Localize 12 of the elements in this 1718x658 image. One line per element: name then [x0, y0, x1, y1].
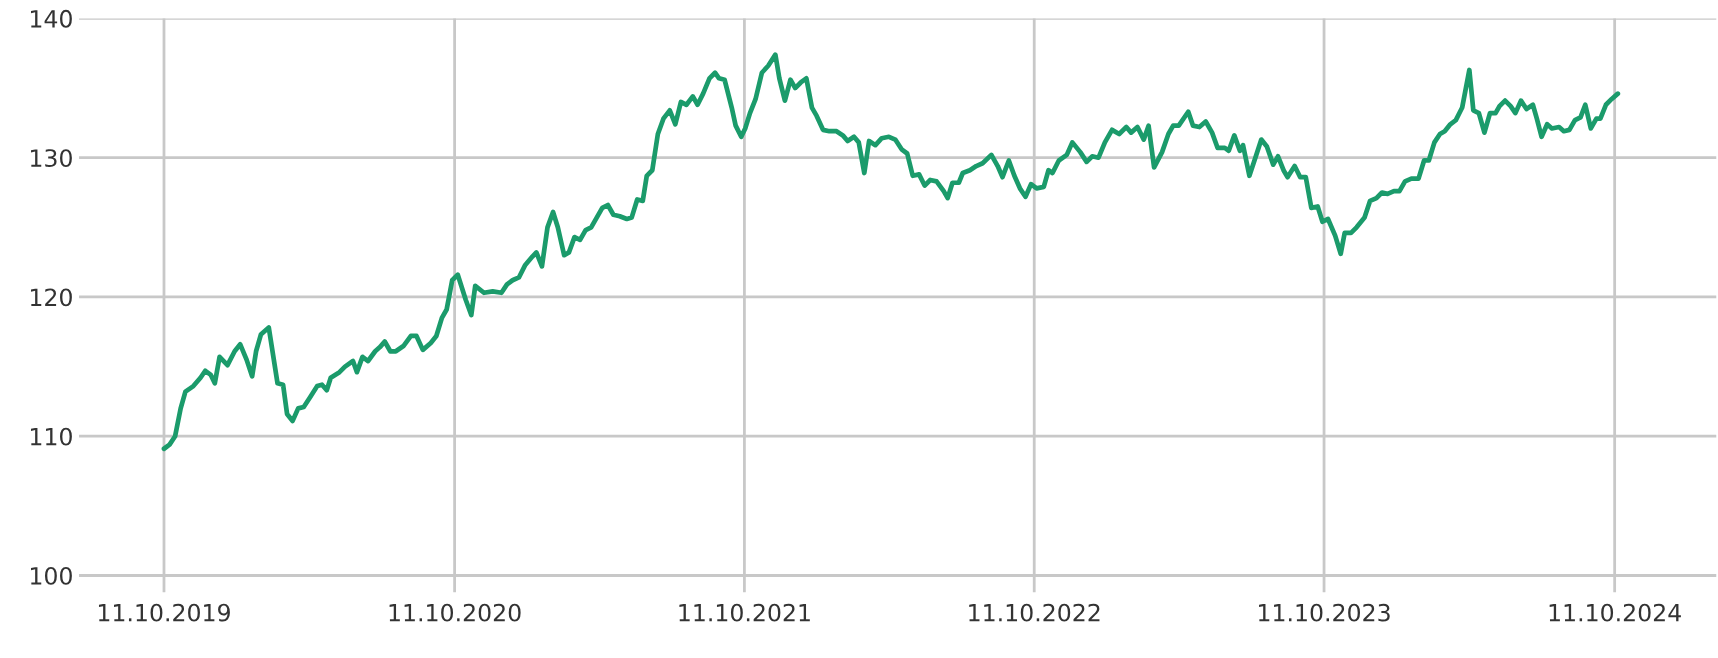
x-tick-label: 11.10.2023	[1259, 603, 1390, 622]
x-tick-label: 11.10.2024	[1549, 603, 1681, 622]
y-tick-label: 140	[31, 9, 72, 28]
x-tick-label: 11.10.2022	[969, 603, 1100, 622]
y-tick-label: 100	[31, 566, 72, 585]
x-tick-label: 11.10.2019	[98, 603, 230, 622]
line-series	[161, 52, 1621, 452]
x-tick-label: 11.10.2020	[389, 603, 521, 622]
y-tick-label: 130	[31, 149, 72, 167]
y-tick-label: 110	[31, 427, 72, 446]
y-tick-label: 120	[31, 288, 72, 307]
x-tick-label: 11.10.2021	[679, 603, 810, 622]
